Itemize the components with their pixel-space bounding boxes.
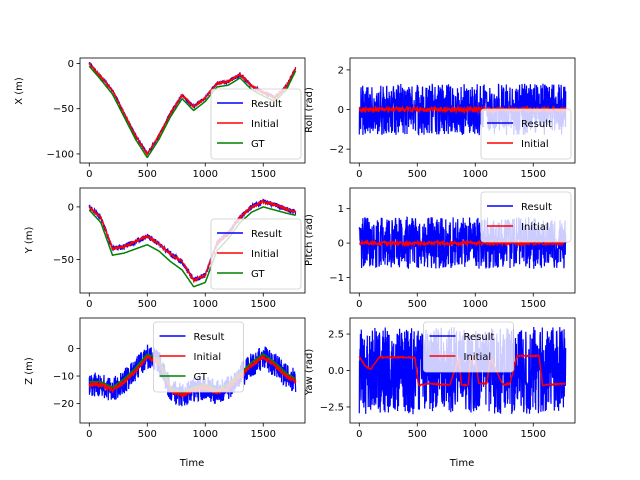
legend-box (210, 88, 302, 160)
legend-box (480, 108, 572, 160)
y-tick-label: −50 (53, 255, 74, 266)
legend-label-initial: Initial (521, 139, 549, 150)
series-line-initial (88, 198, 297, 284)
axes-frame (349, 187, 576, 294)
series-line-result (358, 83, 567, 136)
x-tick-label: 500 (408, 169, 427, 180)
x-tick-label: 1500 (521, 299, 546, 310)
x-tick-label: 0 (86, 299, 92, 310)
y-tick-label: 2 (338, 65, 344, 76)
legend-label-result: Result (251, 99, 282, 110)
x-tick-label: 1500 (251, 299, 276, 310)
series-line-initial (358, 353, 567, 387)
y-tick-label: 0 (68, 202, 74, 213)
x-tick-label: 0 (356, 169, 362, 180)
legend-label-initial: Initial (251, 119, 279, 130)
x-tick-label: 1500 (521, 429, 546, 440)
y-tick-label: −50 (53, 104, 74, 115)
legend-label-initial: Initial (194, 352, 222, 363)
legend-box (210, 218, 302, 290)
x-tick-label: 1000 (463, 299, 488, 310)
legend-label-initial: Initial (464, 352, 492, 363)
subplot-roll: Roll (rad) 0 500 1000 1500 2 0 −2 Result Initial (304, 57, 576, 180)
x-tick-label: 500 (138, 299, 157, 310)
x-tick-label: 1000 (193, 429, 218, 440)
y-tick-label: −2 (329, 145, 344, 156)
y-tick-label: −2.5 (320, 402, 344, 413)
axes-frame (79, 57, 306, 164)
x-tick-label: 1500 (251, 429, 276, 440)
series-line-gt (88, 206, 296, 288)
y-tick-label: 0.0 (328, 366, 344, 377)
x-tick-label: 500 (138, 169, 157, 180)
y-tick-label: 0 (68, 59, 74, 70)
plot-area-5 (358, 326, 567, 415)
axes-frame (79, 187, 306, 294)
ylabel-roll: Roll (rad) (304, 87, 315, 133)
x-tick-label: 1500 (521, 169, 546, 180)
xlabel-time-right: Time (449, 458, 474, 469)
y-tick-label: −20 (53, 399, 74, 410)
x-tick-label: 500 (408, 429, 427, 440)
x-tick-label: 1500 (251, 169, 276, 180)
x-tick-label: 0 (356, 429, 362, 440)
y-tick-label: 0 (338, 105, 344, 116)
legend-label-gt: GT (251, 269, 265, 280)
axes-frame (349, 57, 576, 164)
subplot-pitch: Pitch (rad) 0 500 1000 1500 1 0 −1 Result Initia… (304, 187, 576, 310)
y-tick-label: −1 (329, 273, 344, 284)
y-tick-label: −10 (53, 372, 74, 383)
x-tick-label: 0 (86, 429, 92, 440)
y-tick-label: −100 (47, 149, 74, 160)
x-tick-label: 1000 (463, 429, 488, 440)
legend-label-result: Result (521, 119, 552, 130)
legend-box (423, 321, 514, 373)
legend-label-gt: GT (194, 372, 208, 383)
y-tick-label: 0 (338, 239, 344, 250)
legend-box (480, 191, 572, 243)
x-tick-label: 500 (408, 299, 427, 310)
ylabel-yaw: Yaw (rad) (304, 349, 315, 397)
legend-label-result: Result (194, 332, 225, 343)
x-tick-label: 0 (86, 169, 92, 180)
subplot-y: Y (m) 0 500 1000 1500 0 −50 Result Initial GT (24, 187, 306, 310)
ylabel-x: X (m) (14, 77, 25, 105)
series-line-result (358, 326, 567, 415)
axes-frame (79, 317, 306, 424)
y-tick-label: 0 (68, 344, 74, 355)
legend-label-result: Result (251, 229, 282, 240)
x-tick-label: 1000 (463, 169, 488, 180)
legend-label-result: Result (521, 202, 552, 213)
y-tick-label: 2.5 (328, 330, 344, 341)
subplot-yaw: Yaw (rad) Time 0 500 1000 1500 2.5 0.0 −2.5 Res… (304, 317, 576, 469)
legend-box (153, 321, 244, 393)
ylabel-y: Y (m) (24, 226, 35, 254)
legend-label-result: Result (464, 332, 495, 343)
ylabel-z: Z (m) (24, 357, 35, 385)
subplot-z: Z (m) Time 0 500 1000 1500 0 −10 −20 Result Init… (24, 317, 306, 469)
legend-label-gt: GT (251, 139, 265, 150)
y-tick-label: 1 (338, 204, 344, 215)
x-tick-label: 1000 (193, 169, 218, 180)
subplot-x: X (m) 0 500 1000 1500 0 −50 −100 Result Initial G… (14, 57, 306, 180)
ylabel-pitch: Pitch (rad) (304, 214, 315, 266)
x-tick-label: 0 (356, 299, 362, 310)
xlabel-time-left: Time (179, 458, 204, 469)
plot-area-2 (88, 198, 297, 288)
x-tick-label: 500 (138, 429, 157, 440)
legend-label-initial: Initial (251, 249, 279, 260)
x-tick-label: 1000 (193, 299, 218, 310)
legend-label-initial: Initial (521, 222, 549, 233)
